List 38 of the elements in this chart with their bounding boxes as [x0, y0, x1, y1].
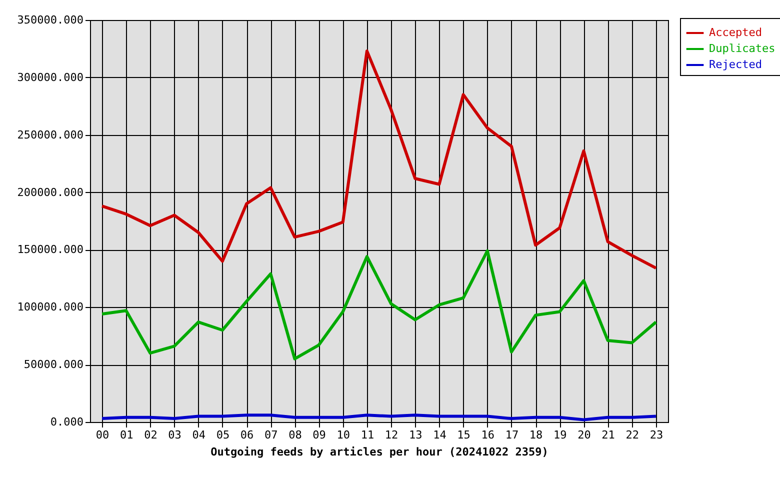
x-tick-label: 12 — [384, 428, 398, 442]
x-tick-label: 19 — [554, 428, 567, 442]
x-tick-label: 05 — [216, 428, 230, 442]
x-tick-label: 20 — [578, 428, 591, 442]
x-tick-label: 18 — [529, 428, 543, 442]
line-series — [100, 249, 658, 360]
y-tick-label: 200000.000 — [17, 186, 84, 199]
y-tick-label: 50000.000 — [24, 358, 84, 372]
x-tick-label: 21 — [602, 428, 615, 442]
x-tick-label: 10 — [336, 428, 350, 442]
x-tick-label: 09 — [312, 428, 326, 442]
y-tick-label: 350000.000 — [17, 14, 84, 26]
x-tick-label: 03 — [168, 428, 182, 442]
x-tick-label: 11 — [360, 428, 374, 442]
y-tick-label: 250000.000 — [17, 128, 84, 142]
x-axis-title: Outgoing feeds by articles per hour (20241022 2359) — [210, 446, 548, 458]
line-series — [100, 50, 658, 270]
y-tick-label: 100000.000 — [17, 300, 84, 314]
x-tick-label: 06 — [240, 428, 254, 442]
x-tick-label: 07 — [264, 428, 278, 442]
legend-label: Rejected — [709, 58, 762, 71]
x-tick-label: 16 — [481, 428, 494, 442]
x-tick-label: 14 — [433, 428, 447, 442]
x-tick-label: 01 — [120, 428, 134, 442]
x-tick-label: 17 — [505, 428, 519, 442]
x-tick-label: 23 — [650, 428, 664, 442]
x-tick-label: 08 — [288, 428, 302, 442]
x-tick-label: 15 — [457, 428, 470, 442]
x-tick-label: 04 — [192, 428, 206, 442]
y-tick-label: 0.000 — [50, 416, 84, 428]
legend-label: Accepted — [709, 26, 762, 39]
y-tick-label: 150000.000 — [17, 243, 84, 256]
x-tick-label: 02 — [144, 428, 158, 442]
x-tick-label: 22 — [626, 428, 639, 442]
legend-label: Duplicates — [709, 42, 776, 55]
x-tick-label: 00 — [96, 428, 110, 442]
y-tick-label: 300000.000 — [17, 70, 84, 84]
x-tick-label: 13 — [409, 428, 422, 442]
